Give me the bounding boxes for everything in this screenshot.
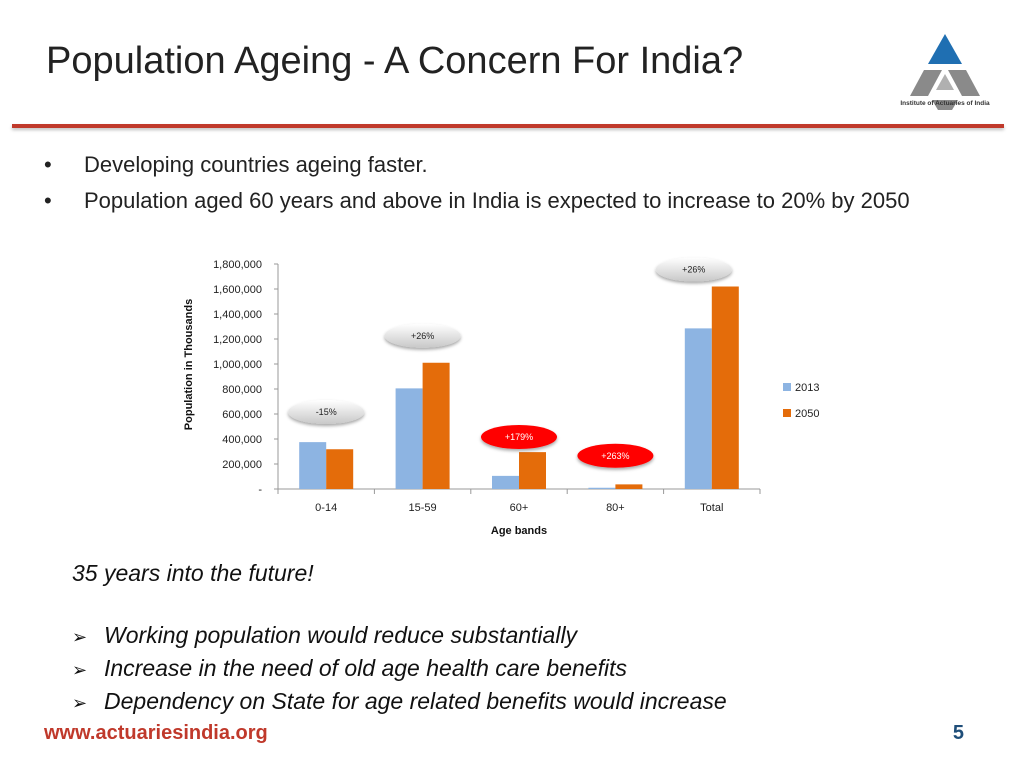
y-tick-label: 1,600,000 <box>213 284 262 296</box>
legend-label: 2013 <box>795 382 819 394</box>
y-tick-label: 200,000 <box>222 459 262 471</box>
future-heading: 35 years into the future! <box>72 560 314 586</box>
annotation-label: +26% <box>682 265 705 275</box>
bar-2050-0-14 <box>326 449 354 489</box>
bar-2050-Total <box>711 286 739 489</box>
consequence-item: ➢ Dependency on State for age related ben… <box>72 686 727 719</box>
annotation-bubble <box>384 323 461 348</box>
bar-2013-80+ <box>588 487 616 489</box>
population-bar-chart: - 200,000 400,000 600,000 800,000 1,000,000 1,… <box>183 257 819 537</box>
annotation-bubble <box>655 257 732 282</box>
y-tick-label: 800,000 <box>222 384 262 396</box>
annotation-bubble <box>288 400 365 424</box>
arrow-bullet-icon: ➢ <box>72 660 88 680</box>
logo-grey-right <box>948 70 980 96</box>
x-tick-label: 0-14 <box>315 502 337 514</box>
consequence-item: ➢ Increase in the need of old age health … <box>72 653 727 686</box>
bar-2013-15-59 <box>395 388 423 489</box>
legend-label: 2050 <box>795 408 819 420</box>
bar-2050-60+ <box>519 452 546 489</box>
consequence-text: Working population would reduce substant… <box>104 622 578 648</box>
y-tick-label: 1,800,000 <box>213 259 262 271</box>
y-tick-label: 1,200,000 <box>213 334 262 346</box>
footer-website-link[interactable]: www.actuariesindia.org <box>44 722 268 744</box>
bar-2050-80+ <box>615 484 643 489</box>
y-tick-label: 1,400,000 <box>213 309 262 321</box>
bullet-list: • Developing countries ageing faster. • … <box>44 150 974 222</box>
bullet-text: Developing countries ageing faster. <box>84 152 428 177</box>
annotation-label: +179% <box>505 432 533 442</box>
bullet-symbol: • <box>44 152 52 177</box>
institute-logo <box>910 34 980 110</box>
arrow-bullet-icon: ➢ <box>72 627 88 647</box>
bar-2013-60+ <box>492 475 519 489</box>
consequence-text: Dependency on State for age related bene… <box>104 688 727 714</box>
y-axis-title: Population in Thousands <box>183 299 195 430</box>
logo-grey-left <box>910 70 942 96</box>
x-tick-label: Total <box>700 502 723 514</box>
consequence-text: Increase in the need of old age health c… <box>104 655 627 681</box>
bullet-text: Population aged 60 years and above in In… <box>84 188 910 213</box>
logo-grey-bottom <box>932 100 958 110</box>
bar-2013-0-14 <box>299 442 327 489</box>
x-tick-label: 15-59 <box>409 502 437 514</box>
slide-title: Population Ageing - A Concern For India? <box>46 40 744 82</box>
y-tick-label: 600,000 <box>222 409 262 421</box>
y-tick-label: 1,000,000 <box>213 359 262 371</box>
bar-2013-Total <box>684 328 712 489</box>
logo-grey-center <box>936 74 954 90</box>
legend-swatch-2013 <box>783 383 791 391</box>
bullet-item: • Developing countries ageing faster. <box>44 150 974 180</box>
bullet-symbol: • <box>44 188 52 213</box>
arrow-bullet-icon: ➢ <box>72 693 88 713</box>
bar-2050-15-59 <box>422 362 450 489</box>
x-axis-title: Age bands <box>491 525 547 537</box>
y-tick-label: - <box>258 484 262 496</box>
annotation-bubble <box>577 443 654 468</box>
logo-caption: Institute of Actuaries of India <box>900 100 990 107</box>
x-tick-label: 60+ <box>510 502 529 514</box>
logo-blue-triangle <box>928 34 962 64</box>
title-divider <box>12 124 1004 128</box>
legend-swatch-2050 <box>783 409 791 417</box>
annotation-bubble <box>481 425 557 449</box>
annotation-label: +26% <box>411 331 434 341</box>
annotation-label: +263% <box>601 451 629 461</box>
annotation-label: -15% <box>316 407 337 417</box>
bullet-item: • Population aged 60 years and above in … <box>44 186 974 216</box>
page-number: 5 <box>952 722 964 744</box>
consequence-item: ➢ Working population would reduce substan… <box>72 620 727 653</box>
x-tick-label: 80+ <box>606 502 625 514</box>
consequence-list: ➢ Working population would reduce substan… <box>72 620 727 719</box>
y-tick-label: 400,000 <box>222 434 262 446</box>
